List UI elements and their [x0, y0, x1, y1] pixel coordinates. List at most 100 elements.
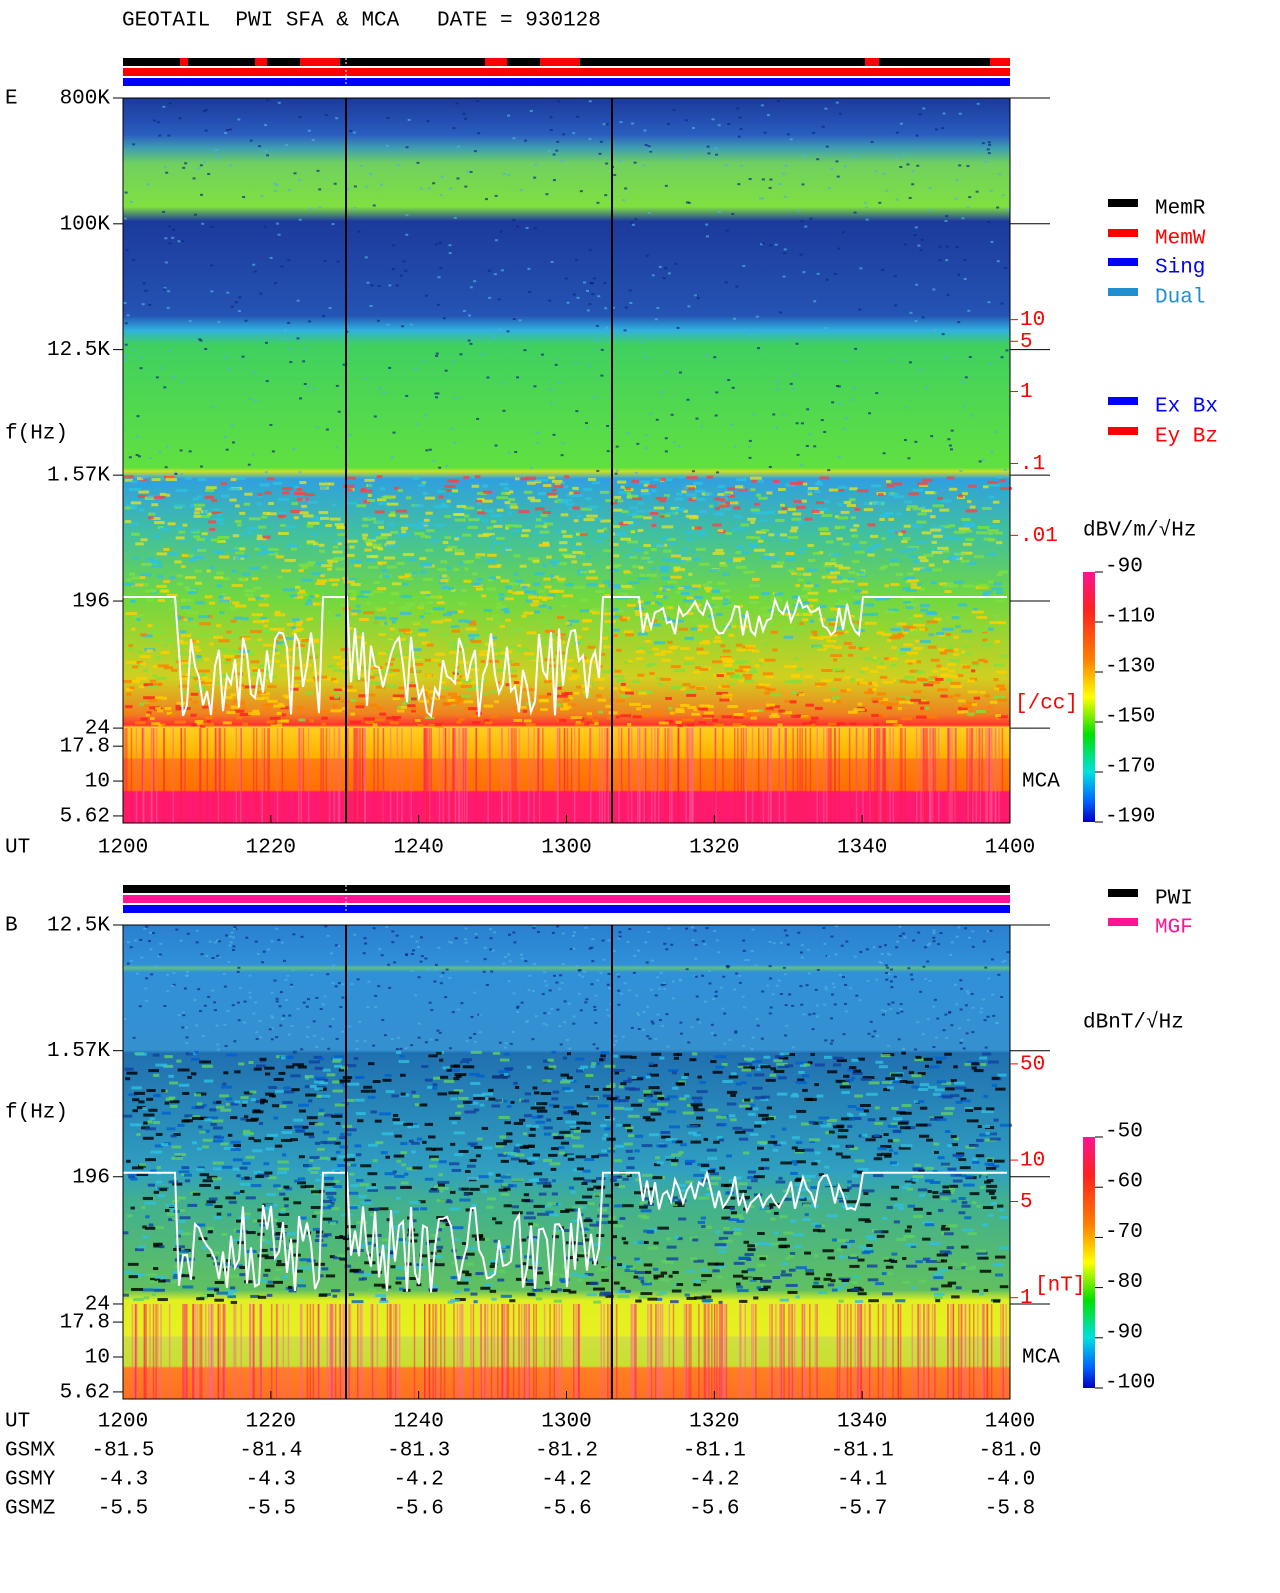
spectrogram-cell	[846, 1200, 858, 1204]
spectrogram-cell	[555, 686, 562, 690]
spectrogram-speck	[204, 109, 208, 112]
spectrogram-cell	[505, 650, 513, 654]
spectrogram-cell	[622, 1204, 634, 1208]
spectrogram-cell	[373, 581, 381, 585]
spectrogram-cell	[354, 635, 364, 639]
spectrogram-cell	[974, 1107, 982, 1111]
spectrogram-cell	[381, 569, 388, 573]
spectrogram-cell	[921, 509, 933, 513]
spectrogram-cell	[627, 540, 639, 544]
spectrogram-cell	[379, 712, 387, 716]
spectrogram-cell	[241, 1212, 251, 1216]
spectrogram-cell	[243, 589, 256, 593]
spectrogram-cell	[663, 494, 670, 498]
spectrogram-speck	[625, 432, 629, 435]
mca-streak	[255, 728, 258, 823]
spectrogram-speck	[237, 310, 241, 313]
spectrogram-speck	[605, 123, 609, 126]
spectrogram-cell	[836, 1286, 844, 1290]
spectrogram-cell	[400, 594, 412, 598]
spectrogram-cell	[913, 1100, 920, 1104]
spectrogram-cell	[564, 691, 573, 695]
spectrogram-speck	[392, 244, 396, 247]
spectrogram-cell	[175, 1264, 184, 1268]
spectrogram-speck	[916, 164, 920, 167]
mca-streak	[650, 728, 653, 823]
spectrogram-cell	[143, 683, 153, 687]
spectrogram-cell	[890, 558, 900, 562]
mca-streak	[876, 728, 878, 823]
spectrogram-cell	[493, 652, 498, 656]
spectrogram-cell	[157, 1194, 166, 1198]
spectrogram-cell	[722, 634, 729, 638]
spectrogram-cell	[158, 682, 163, 686]
spectrogram-cell	[953, 648, 959, 652]
spectrogram-cell	[983, 660, 989, 664]
spectrogram-cell	[261, 619, 270, 623]
spectrogram-cell	[946, 476, 955, 480]
spectrogram-speck	[592, 395, 596, 398]
mca-streak	[677, 728, 680, 823]
spectrogram-cell	[644, 639, 656, 643]
spectrogram-cell	[917, 482, 928, 486]
spectrogram-cell	[703, 1137, 709, 1141]
spectrogram-speck	[415, 423, 419, 426]
spectrogram-cell	[600, 652, 606, 656]
spectrogram-cell	[179, 691, 188, 695]
spectrogram-cell	[693, 1283, 701, 1287]
spectrogram-speck	[307, 129, 311, 132]
mca-streak	[838, 728, 841, 823]
spectrogram-cell	[218, 648, 229, 652]
spectrogram-cell	[194, 719, 204, 723]
spectrogram-cell	[534, 572, 545, 576]
spectrogram-cell	[394, 654, 405, 658]
spectrogram-cell	[151, 1293, 156, 1297]
spectrogram-cell	[291, 626, 297, 630]
spectrogram-cell	[284, 648, 296, 652]
spectrogram-cell	[735, 565, 748, 569]
spectrogram-cell	[357, 1119, 364, 1123]
spectrogram-speck	[727, 123, 731, 126]
spectrogram-cell	[629, 555, 638, 559]
spectrogram-cell	[632, 1077, 644, 1081]
spectrogram-speck	[225, 448, 229, 451]
spectrogram-cell	[639, 573, 646, 577]
spectrogram-speck	[428, 448, 432, 451]
spectrogram-cell	[126, 692, 132, 696]
spectrogram-cell	[424, 715, 435, 719]
spectrogram-cell	[269, 675, 277, 679]
spectrogram-cell	[811, 1222, 820, 1226]
spectrogram-cell	[597, 1153, 609, 1157]
spectrogram-speck	[324, 114, 328, 117]
spectrogram-cell	[475, 555, 481, 559]
spectrogram-speck	[598, 152, 602, 155]
spectrogram-speck	[757, 347, 761, 350]
spectrogram-cell	[505, 585, 512, 589]
spectrogram-cell	[539, 640, 549, 644]
spectrogram-cell	[373, 545, 381, 549]
spectrogram-cell	[852, 1116, 862, 1120]
spectrogram-speck	[171, 236, 175, 239]
spectrogram-cell	[721, 715, 733, 719]
spectrogram-cell	[396, 1196, 401, 1200]
spectrogram-cell	[499, 482, 509, 486]
spectrogram-cell	[658, 721, 669, 725]
mca-streak	[389, 728, 392, 823]
spectrogram-cell	[858, 646, 867, 650]
spectrogram-speck	[615, 469, 619, 472]
spectrogram-cell	[637, 501, 644, 505]
spectrogram-cell	[205, 715, 214, 719]
spectrogram-cell	[510, 662, 520, 666]
spectrogram-cell	[719, 507, 732, 511]
spectrogram-cell	[248, 597, 256, 601]
status-segment	[540, 58, 580, 66]
spectrogram-cell	[420, 534, 428, 538]
spectrogram-cell	[171, 1280, 176, 1284]
spectrogram-cell	[201, 1104, 207, 1108]
spectrogram-cell	[893, 482, 903, 486]
spectrogram-cell	[864, 621, 877, 625]
spectrogram-cell	[483, 704, 494, 708]
spectrogram-cell	[637, 600, 644, 604]
spectrogram-cell	[448, 586, 454, 590]
spectrogram-cell	[737, 527, 747, 531]
